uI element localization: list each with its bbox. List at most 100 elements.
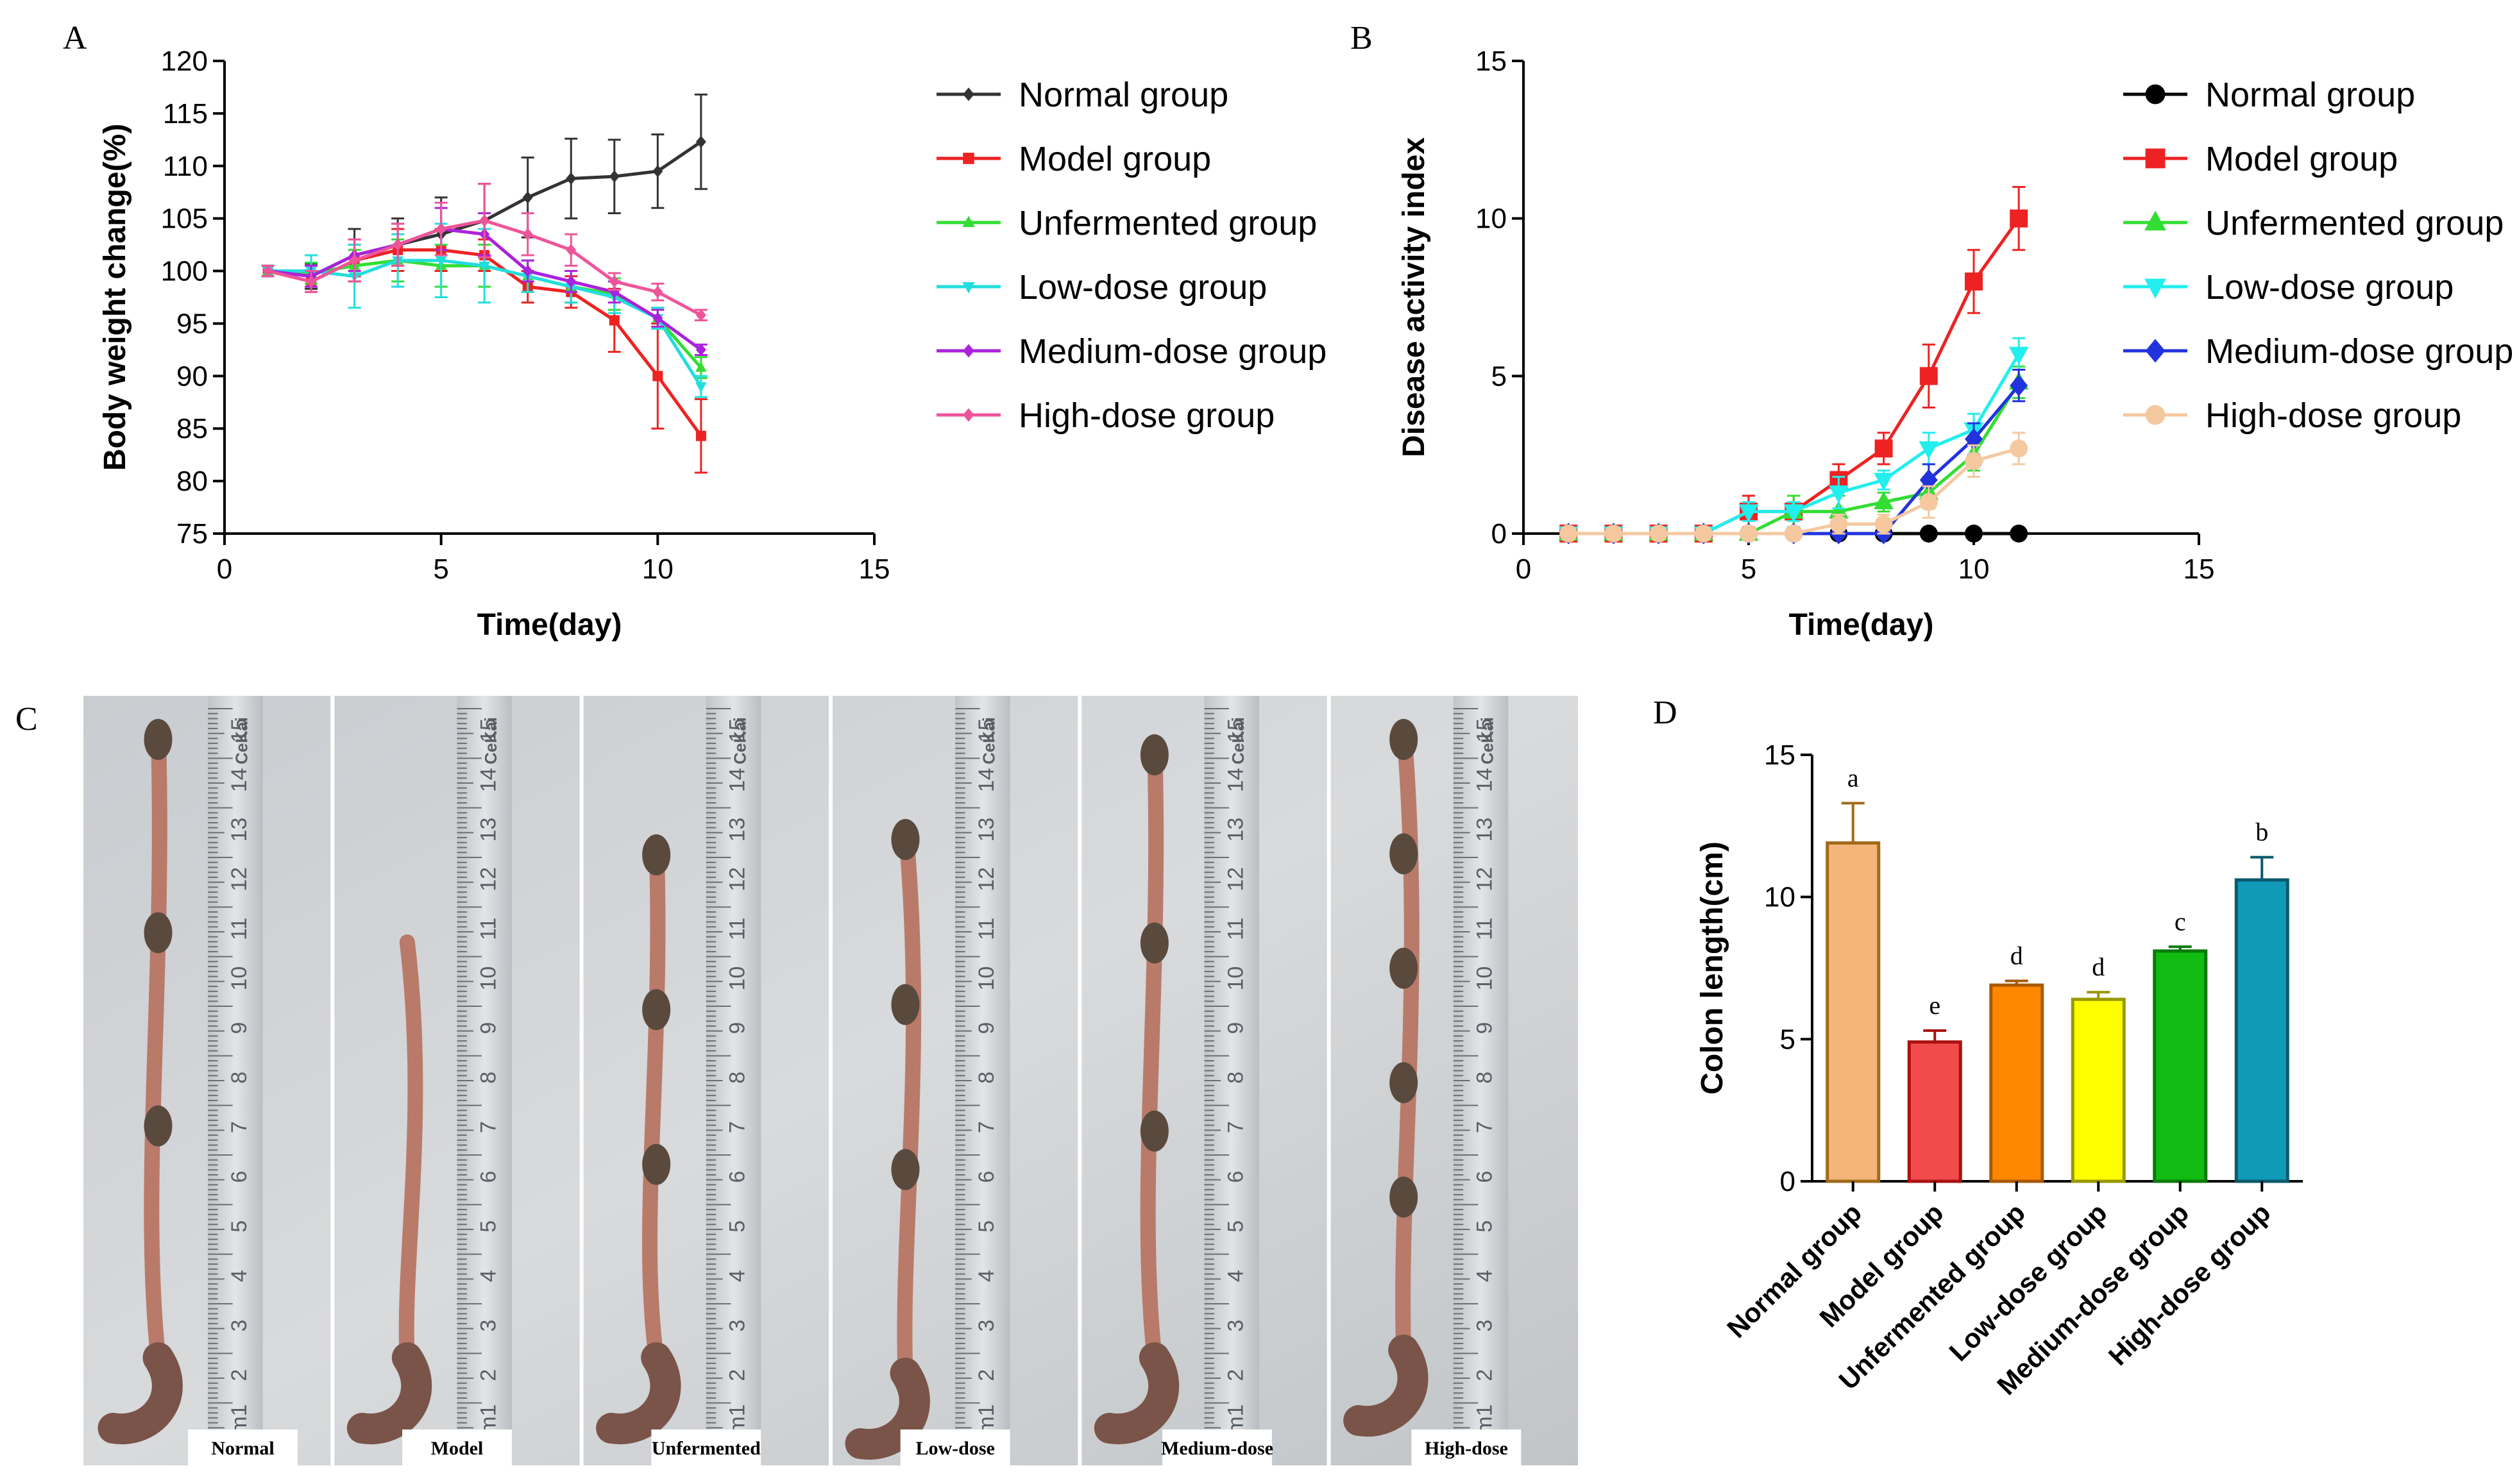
significance-letter: d [2092,952,2105,981]
significance-letter: a [1847,763,1859,792]
fecal-pellet [144,719,173,760]
legend-entry: Normal group [2205,76,2415,114]
ruler-number: 14 [476,768,500,792]
cecum [596,1342,681,1445]
colon-tissue [1140,734,1164,1365]
ruler-number: 11 [1473,918,1497,940]
data-point [2010,375,2028,396]
colon-tissue [1395,719,1420,1358]
panel-letter-a: A [63,20,87,56]
ruler-number: 15 [1223,718,1248,743]
colon-tissue [642,834,666,1365]
data-point [393,239,403,251]
y-tick-label: 95 [176,308,208,339]
y-axis-title: Body weight change(%) [98,124,132,471]
ruler-number: 10 [1223,966,1248,991]
ruler-number: 5 [476,1220,500,1233]
ruler-number: 9 [476,1022,500,1034]
legend-marker [2145,84,2166,105]
panel-letter-b: B [1350,20,1373,56]
fecal-pellet [1140,922,1169,964]
ruler-brand: CeKai [481,717,500,764]
ruler-number: 2 [476,1369,500,1381]
ruler-number: 2 [974,1369,999,1381]
data-point [1919,367,1938,385]
ruler-number: 13 [974,818,999,842]
ruler-number: 9 [1223,1022,1248,1034]
photo-label: Medium-dose [1161,1438,1273,1459]
data-point [609,170,620,183]
ruler-number: 2 [227,1369,251,1381]
fecal-pellet [144,1105,173,1147]
ruler-number: 9 [1473,1022,1497,1034]
legend-marker [963,153,974,164]
data-point [652,371,663,382]
x-tick-label: 5 [433,553,448,585]
data-point [1694,525,1713,543]
data-point [609,315,620,326]
ruler-number: 3 [974,1320,999,1332]
data-point [1829,485,1849,503]
data-point [566,244,577,257]
legend-marker [963,87,974,101]
data-point [2010,525,2028,543]
ruler-number: 7 [974,1121,999,1133]
significance-letter: d [2010,941,2023,970]
ruler-number: 11 [476,918,500,940]
ruler-number: 5 [227,1220,251,1233]
series-high-dose-group [1559,432,2028,543]
x-tick-label: 15 [859,553,890,585]
data-point [435,256,447,267]
ruler-number: 7 [227,1121,251,1133]
x-tick-label: 0 [217,553,232,585]
fecal-pellet [1389,833,1418,875]
ruler-number: 12 [725,867,750,891]
ruler-number: 15 [725,718,750,743]
ruler-number: 12 [974,867,999,891]
fecal-pellet [642,1143,671,1185]
bar [1907,1040,1962,1183]
ruler-number: 3 [1223,1320,1248,1332]
photo-label-box [651,1429,761,1465]
ruler-number: 8 [725,1072,750,1084]
ruler-number: 11 [974,918,999,940]
ruler-number: 10 [1473,966,1497,991]
bar [2153,949,2208,1183]
ruler-number: 2 [725,1369,750,1381]
ruler-number: 11 [725,918,750,940]
fecal-pellet [642,989,671,1031]
data-point [1919,525,1938,543]
photo-label-box [402,1429,512,1465]
y-tick-label: 15 [1764,739,1795,771]
ruler-number: 15 [227,718,251,743]
ruler-number: 9 [725,1022,750,1034]
ruler-number: 14 [1223,768,1248,792]
data-point [479,261,490,272]
y-tick-label: 90 [176,360,208,392]
legend-entry: Unfermented group [1019,204,1317,242]
ruler-number: 12 [227,867,251,891]
fecal-pellet [1140,1110,1169,1152]
ruler-number: 15 [974,718,999,743]
ruler-number: 3 [725,1320,750,1332]
y-tick-label: 75 [176,518,208,550]
x-tick-label: Low-dose group [1943,1197,2112,1367]
legend-entry: Medium-dose group [2205,332,2513,371]
ruler-number: 9 [974,1022,999,1034]
ruler-number: 7 [476,1121,500,1133]
fecal-pellet [144,912,173,954]
ruler-number: 10 [725,966,750,991]
series-line [1568,217,2021,535]
x-tick-label: 0 [1516,553,1531,585]
cecum [845,1358,930,1460]
photo-label: Low-dose [915,1438,994,1459]
ruler-number: 6 [476,1171,500,1183]
ruler-number: 11 [1223,918,1248,940]
data-point [1874,439,1893,458]
x-tick-label: 10 [642,553,674,585]
ruler-number: 4 [476,1270,500,1282]
